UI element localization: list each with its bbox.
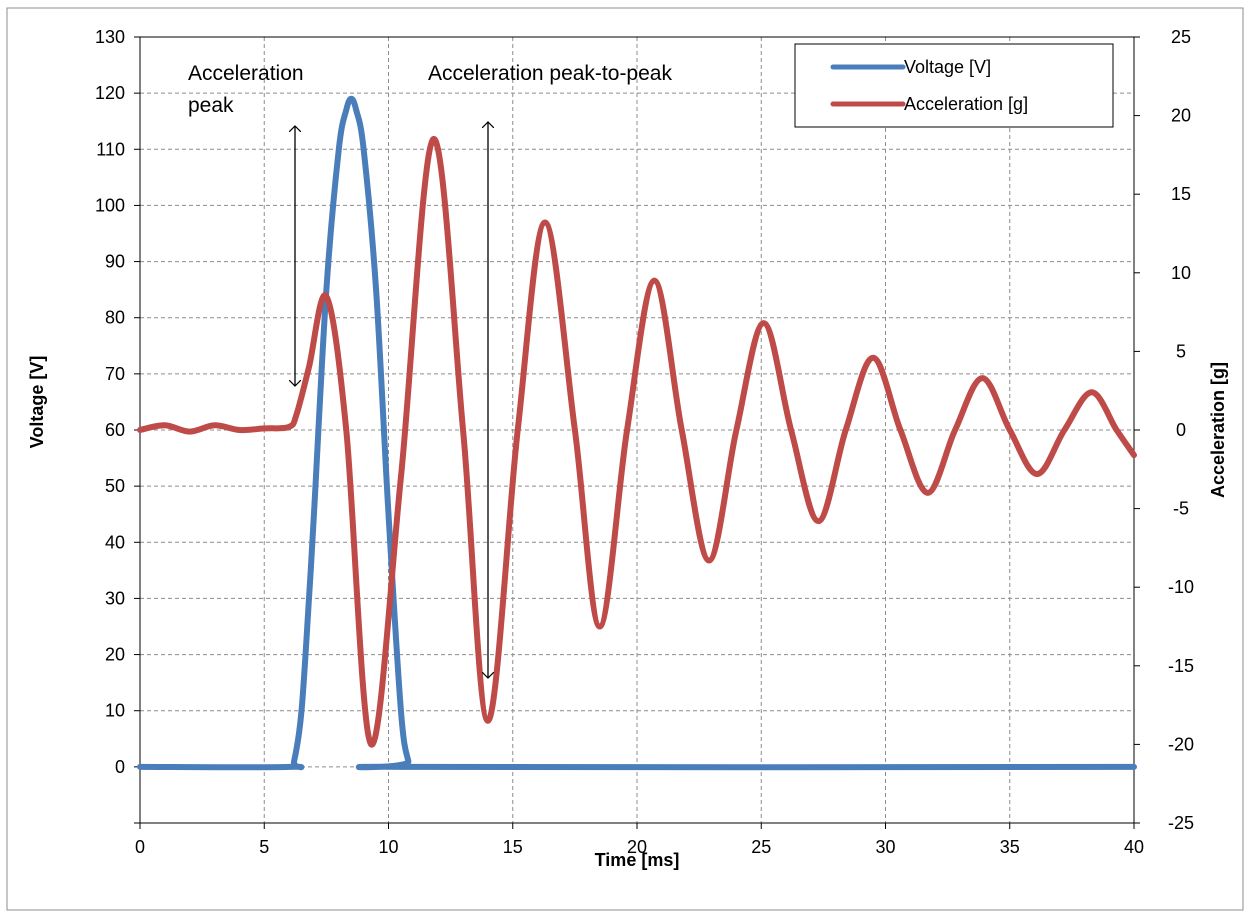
x-axis-title: Time [ms] [595,850,680,870]
legend-label-voltage: Voltage [V] [904,57,991,77]
x-tick-label: 5 [259,837,269,857]
annotation-peak-to-peak: Acceleration peak-to-peak [428,62,672,85]
y-tick-label: 100 [95,195,125,215]
y2-tick-label: 5 [1176,341,1186,361]
y-tick-label: 20 [105,645,125,665]
y-tick-label: 60 [105,420,125,440]
y-axis-title: Voltage [V] [27,356,47,449]
y2-tick-label: 20 [1171,106,1191,126]
annotation-peak-line2: peak [188,94,234,117]
y2-tick-label: 10 [1171,263,1191,283]
x-tick-label: 35 [1000,837,1020,857]
y-tick-label: 110 [96,139,125,159]
x-tick-label: 20 [627,837,647,857]
x-tick-label: 25 [751,837,771,857]
acceleration-series-line [137,136,1137,748]
y-tick-label: 80 [105,308,125,328]
annotation-peak-line1: Acceleration [188,62,304,85]
axis-ticks: 0 5 10 15 20 25 30 35 40010203040506070809010011… [95,27,1194,857]
y-tick-label: 30 [105,588,125,608]
y2-tick-label: 15 [1171,184,1191,204]
y2-tick-label: 25 [1171,27,1191,47]
x-tick-label: 30 [875,837,895,857]
y2-tick-label: -10 [1168,577,1194,597]
legend: Voltage [V] Acceleration [g] [794,43,1114,128]
y-tick-label: 90 [105,252,125,272]
y-tick-label: 130 [95,27,125,47]
y2-tick-label: -25 [1168,813,1194,833]
x-tick-label: 40 [1124,837,1144,857]
y-tick-label: 50 [105,476,125,496]
x-tick-label: 15 [503,837,523,857]
legend-box [794,43,1114,128]
y2-tick-label: -5 [1173,499,1189,519]
x-tick-label: 10 [378,837,398,857]
series-lines [137,95,1137,771]
x-tick-label: 0 [135,837,145,857]
y-tick-label: 70 [105,364,125,384]
y-tick-label: 0 [115,757,125,777]
legend-label-acceleration: Acceleration [g] [904,94,1028,114]
y2-tick-label: -15 [1168,656,1194,676]
y-tick-label: 40 [105,532,125,552]
y2-tick-label: -20 [1168,734,1194,754]
y2-axis-title: Acceleration [g] [1208,362,1228,498]
y-tick-label: 120 [95,83,125,103]
y2-tick-label: 0 [1176,420,1186,440]
y-tick-label: 10 [105,701,125,721]
voltage-series-line [137,95,1137,771]
